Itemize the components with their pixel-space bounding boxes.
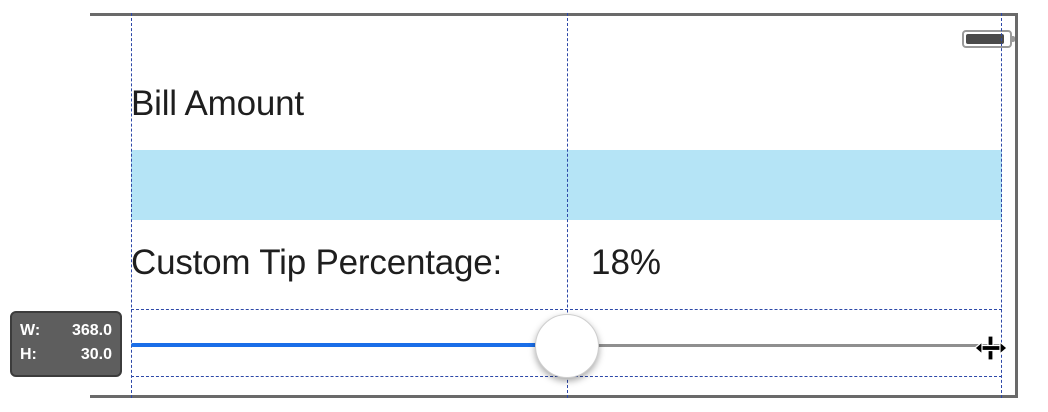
bill-amount-field[interactable] [131,150,1002,220]
width-label: W: [20,322,41,339]
battery-icon [962,30,1015,48]
height-label: H: [20,346,37,363]
slider-min-track [131,343,567,347]
right-alignment-guide [1001,13,1002,398]
custom-tip-label: Custom Tip Percentage: [131,243,503,282]
slider-top-guide [131,309,1002,310]
tip-slider[interactable] [131,310,1002,378]
move-cursor-icon [974,335,1008,361]
size-indicator-badge: W: 368.0 H: 30.0 [10,311,122,377]
center-alignment-guide [567,13,568,398]
width-value: 368.0 [71,322,112,339]
slider-thumb[interactable] [535,314,599,378]
slider-max-track [567,344,1002,347]
height-value: 30.0 [80,346,112,363]
tip-percentage-value: 18% [591,243,662,282]
left-alignment-guide [131,13,132,398]
bill-amount-label: Bill Amount [131,84,304,123]
